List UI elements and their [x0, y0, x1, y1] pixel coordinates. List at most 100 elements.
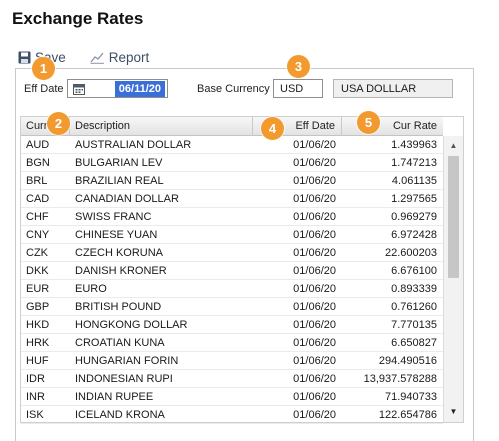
table-row[interactable]: CZK CZECH KORUNA 01/06/20 22.600203 [21, 244, 443, 262]
row-description: HUNGARIAN FORIN [75, 355, 179, 367]
row-eff-date: 01/06/20 [293, 337, 336, 349]
row-currency-code: BGN [26, 157, 50, 169]
row-cur-rate: 0.893339 [391, 283, 437, 295]
row-cur-rate: 0.761260 [391, 301, 437, 313]
row-currency-code: HKD [26, 319, 50, 331]
row-currency-code: INR [26, 391, 45, 403]
row-currency-code: ISK [26, 409, 44, 421]
row-description: ICELAND KRONA [75, 409, 165, 421]
row-description: CANADIAN DOLLAR [75, 193, 179, 205]
row-eff-date: 01/06/20 [293, 265, 336, 277]
row-cur-rate: 4.061135 [391, 175, 437, 187]
eff-date-label: Eff Date [24, 83, 64, 95]
row-cur-rate: 1.747213 [391, 157, 437, 169]
table-row[interactable]: HUF HUNGARIAN FORIN 01/06/20 294.490516 [21, 352, 443, 370]
scroll-down-arrow-icon[interactable]: ▼ [449, 407, 458, 416]
row-eff-date: 01/06/20 [293, 193, 336, 205]
row-cur-rate: 294.490516 [378, 355, 437, 367]
table-row[interactable]: GBP BRITISH POUND 01/06/20 0.761260 [21, 298, 443, 316]
row-eff-date: 01/06/20 [293, 139, 336, 151]
table-row[interactable]: BRL BRAZILIAN REAL 01/06/20 4.061135 [21, 172, 443, 190]
row-description: BULGARIAN LEV [75, 157, 163, 169]
row-cur-rate: 6.650827 [391, 337, 437, 349]
row-currency-code: GBP [26, 301, 50, 313]
row-currency-code: HUF [26, 355, 49, 367]
grid-rows: AUD AUSTRALIAN DOLLAR 01/06/20 1.439963 BGN B… [21, 136, 443, 424]
row-eff-date: 01/06/20 [293, 319, 336, 331]
row-description: EURO [75, 283, 107, 295]
row-description: BRITISH POUND [75, 301, 162, 313]
eff-date-value: 06/11/20 [114, 80, 165, 97]
row-cur-rate: 6.676100 [391, 265, 437, 277]
row-currency-code: CZK [26, 247, 48, 259]
callout-marker-4: 4 [261, 117, 284, 140]
row-description: SWISS FRANC [75, 211, 152, 223]
calendar-icon[interactable] [71, 80, 87, 97]
table-row[interactable]: CAD CANADIAN DOLLAR 01/06/20 1.297565 [21, 190, 443, 208]
col-header-description[interactable]: Description [70, 117, 253, 136]
eff-date-field[interactable]: 06/11/20 [67, 79, 168, 98]
row-eff-date: 01/06/20 [293, 175, 336, 187]
row-eff-date: 01/06/20 [293, 283, 336, 295]
row-eff-date: 01/06/20 [293, 409, 336, 421]
table-row[interactable]: INR INDIAN RUPEE 01/06/20 71.940733 [21, 388, 443, 406]
base-currency-input[interactable]: USD [273, 79, 323, 98]
row-currency-code: CNY [26, 229, 50, 241]
row-eff-date: 01/06/20 [293, 391, 336, 403]
table-row[interactable]: DKK DANISH KRONER 01/06/20 6.676100 [21, 262, 443, 280]
row-cur-rate: 1.297565 [391, 193, 437, 205]
table-row[interactable]: HKD HONGKONG DOLLAR 01/06/20 7.770135 [21, 316, 443, 334]
report-button[interactable]: Report [90, 49, 150, 65]
row-currency-code: BRL [26, 175, 48, 187]
table-row[interactable]: CNY CHINESE YUAN 01/06/20 6.972428 [21, 226, 443, 244]
row-description: INDONESIAN RUPI [75, 373, 173, 385]
row-currency-code: CAD [26, 193, 50, 205]
callout-marker-3: 3 [287, 55, 310, 78]
row-cur-rate: 7.770135 [391, 319, 437, 331]
row-description: AUSTRALIAN DOLLAR [75, 139, 192, 151]
row-eff-date: 01/06/20 [293, 301, 336, 313]
col-header-cur-rate[interactable]: Cur Rate [392, 120, 437, 132]
row-cur-rate: 13,937.578288 [363, 373, 437, 385]
table-row[interactable]: HRK CROATIAN KUNA 01/06/20 6.650827 [21, 334, 443, 352]
row-currency-code: EUR [26, 283, 50, 295]
callout-marker-5: 5 [357, 111, 380, 134]
row-cur-rate: 22.600203 [385, 247, 437, 259]
row-cur-rate: 6.972428 [391, 229, 437, 241]
exchange-rates-grid: Curr Description Eff Date Cur Rate AUD AU… [20, 116, 464, 424]
row-currency-code: AUD [26, 139, 50, 151]
row-description: DANISH KRONER [75, 265, 167, 277]
row-currency-code: CHF [26, 211, 49, 223]
row-cur-rate: 122.654786 [378, 409, 437, 421]
scroll-up-arrow-icon[interactable]: ▲ [449, 141, 458, 150]
row-description: CHINESE YUAN [75, 229, 158, 241]
content-panel [15, 68, 474, 441]
scroll-thumb[interactable] [448, 156, 459, 278]
callout-marker-1: 1 [32, 57, 55, 80]
table-row[interactable]: CHF SWISS FRANC 01/06/20 0.969279 [21, 208, 443, 226]
row-eff-date: 01/06/20 [293, 211, 336, 223]
toolbar: Save Report [18, 46, 173, 68]
row-currency-code: HRK [26, 337, 50, 349]
row-cur-rate: 1.439963 [391, 139, 437, 151]
save-icon [18, 51, 31, 63]
row-eff-date: 01/06/20 [293, 157, 336, 169]
page-title: Exchange Rates [12, 9, 144, 28]
table-row[interactable]: EUR EURO 01/06/20 0.893339 [21, 280, 443, 298]
row-description: CZECH KORUNA [75, 247, 164, 259]
row-currency-code: IDR [26, 373, 45, 385]
table-row[interactable]: ISK ICELAND KRONA 01/06/20 122.654786 [21, 406, 443, 424]
row-cur-rate: 0.969279 [391, 211, 437, 223]
row-eff-date: 01/06/20 [293, 355, 336, 367]
table-row[interactable]: AUD AUSTRALIAN DOLLAR 01/06/20 1.439963 [21, 136, 443, 154]
report-label: Report [108, 49, 150, 65]
base-currency-description: USA DOLLLAR [333, 79, 453, 98]
table-row[interactable]: IDR INDONESIAN RUPI 01/06/20 13,937.578288 [21, 370, 443, 388]
col-header-eff-date[interactable]: Eff Date [253, 117, 342, 136]
row-eff-date: 01/06/20 [293, 229, 336, 241]
row-description: HONGKONG DOLLAR [75, 319, 188, 331]
table-row[interactable]: BGN BULGARIAN LEV 01/06/20 1.747213 [21, 154, 443, 172]
row-cur-rate: 71.940733 [385, 391, 437, 403]
vertical-scrollbar[interactable]: ▲ ▼ [443, 136, 463, 422]
row-eff-date: 01/06/20 [293, 247, 336, 259]
